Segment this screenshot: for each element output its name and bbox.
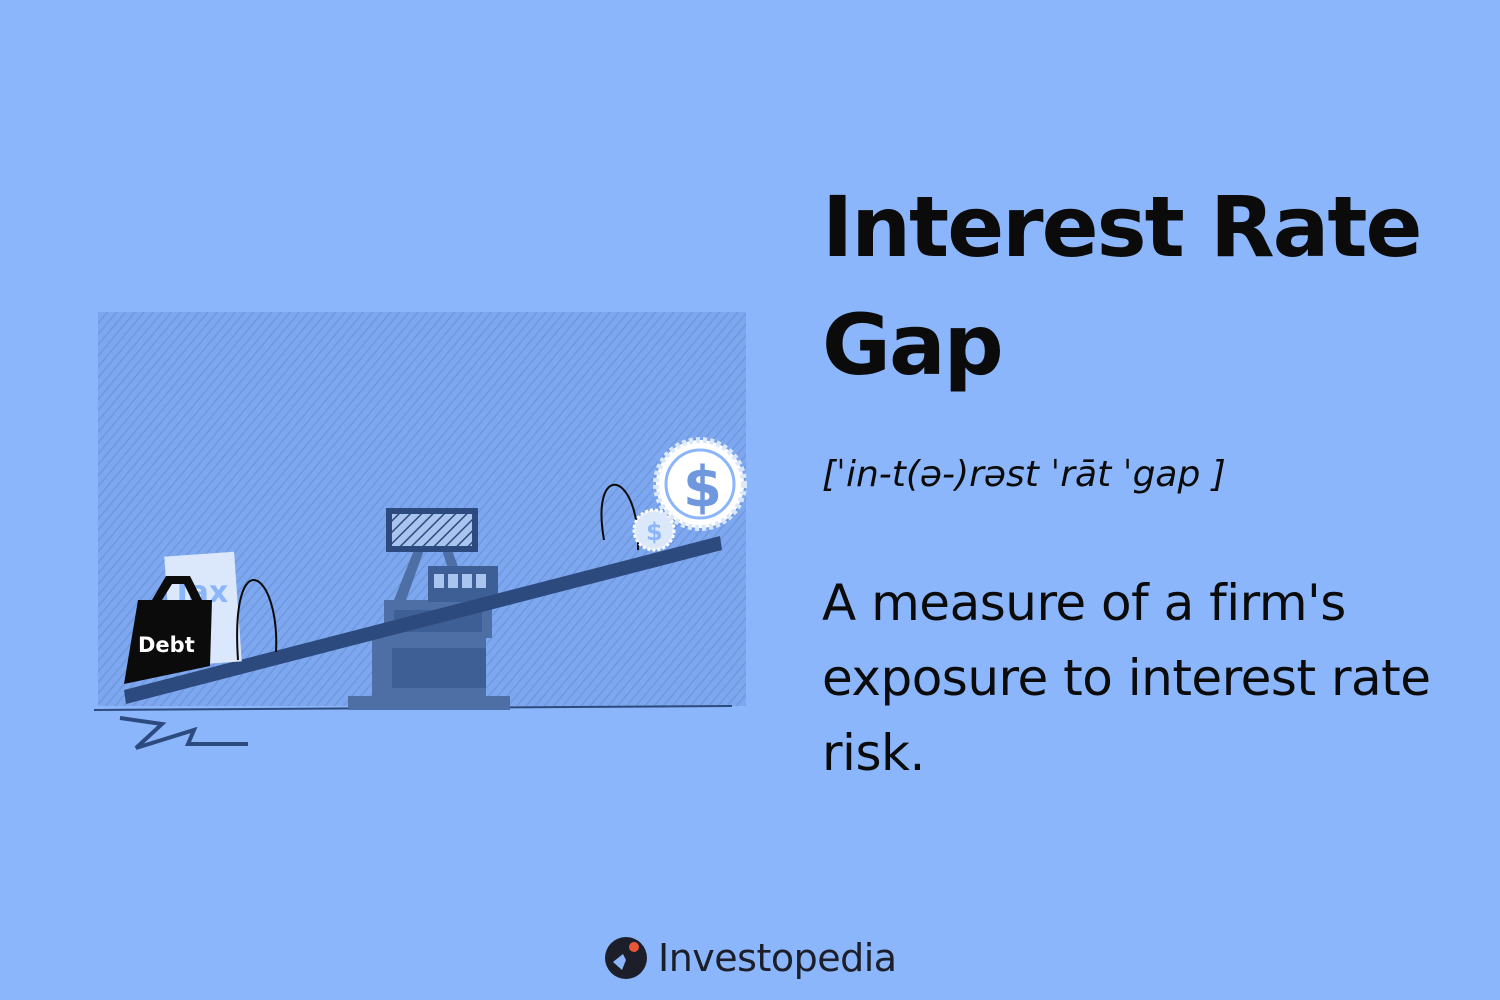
investopedia-logo-icon — [605, 937, 647, 979]
title-line-2: Gap — [822, 296, 1004, 394]
svg-text:$: $ — [646, 518, 663, 546]
bounce-arc-left — [236, 579, 278, 661]
small-coin-icon: $ — [632, 508, 676, 552]
debt-weight — [124, 576, 212, 684]
large-coin-icon: $ — [653, 437, 747, 531]
title-line-1: Interest Rate — [822, 178, 1422, 276]
seesaw-plank — [124, 536, 722, 704]
brand-logo: Investopedia — [604, 934, 897, 982]
seesaw-illustration: Tax Debt $ $ — [93, 312, 747, 750]
coin-symbol: $ — [683, 455, 722, 520]
definition-text: A measure of a firm's exposure to intere… — [822, 574, 1431, 782]
brand-name: Investopedia — [658, 936, 897, 980]
debt-label: Debt — [138, 633, 195, 657]
page-title: Interest Rate Gap — [822, 168, 1462, 404]
pronunciation: [ˈin-t(ə-)rəst ˈrāt ˈgap ] — [822, 454, 1226, 495]
ground-crack — [119, 716, 248, 750]
